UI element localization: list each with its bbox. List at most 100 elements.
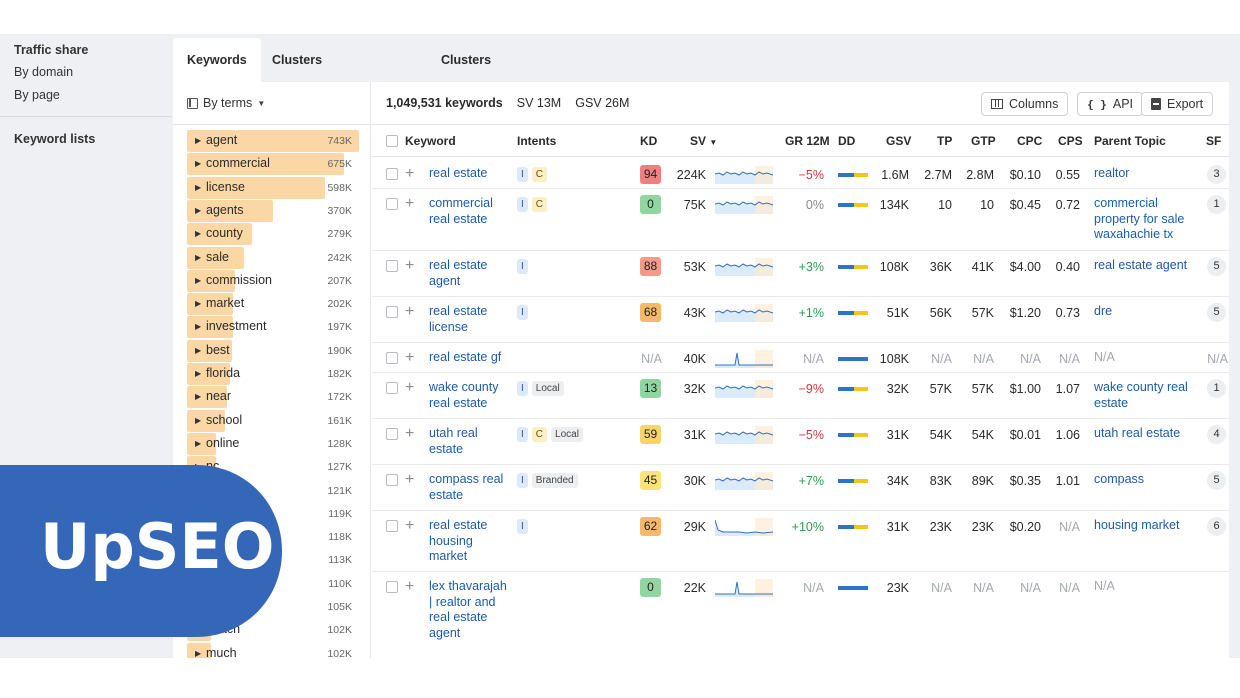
- col-intents[interactable]: Intents: [517, 134, 557, 148]
- sf-badge[interactable]: 5: [1207, 471, 1226, 490]
- col-parent-topic[interactable]: Parent Topic: [1094, 134, 1166, 148]
- row-checkbox[interactable]: [386, 581, 398, 593]
- table-row[interactable]: + real estate license I 68 43K +1% 51K 56K 57K $1…: [372, 297, 1229, 343]
- col-dd[interactable]: DD: [838, 134, 856, 148]
- keyword-link[interactable]: utah real estate: [429, 426, 478, 456]
- tab-clusters-terms[interactable]: Clusters by terms: [441, 53, 492, 155]
- select-all-checkbox[interactable]: [386, 135, 398, 147]
- sf-badge[interactable]: 5: [1207, 303, 1226, 322]
- term-item[interactable]: ▶ near 172K: [187, 386, 359, 409]
- sf-badge[interactable]: 4: [1207, 425, 1226, 444]
- add-to-list-icon[interactable]: +: [405, 165, 415, 182]
- term-item[interactable]: ▶ nc 127K: [187, 456, 359, 479]
- term-item[interactable]: ▶ jobs 105K: [187, 596, 359, 618]
- parent-topic-link[interactable]: wake county real estate: [1094, 380, 1188, 410]
- term-item[interactable]: ▶ agents 370K: [187, 199, 359, 222]
- api-button[interactable]: { } API: [1077, 92, 1144, 116]
- term-item[interactable]: ▶ agent 743K: [187, 130, 359, 152]
- parent-topic-link[interactable]: realtor: [1094, 166, 1130, 180]
- add-to-list-icon[interactable]: +: [405, 578, 415, 595]
- term-item[interactable]: ▶ best 190K: [187, 339, 359, 362]
- col-sf[interactable]: SF: [1206, 134, 1222, 148]
- add-to-list-icon[interactable]: +: [405, 303, 415, 320]
- keyword-link[interactable]: real estate license: [429, 304, 488, 334]
- keyword-link[interactable]: lex thavarajah | realtor and real estate…: [429, 579, 507, 640]
- term-item[interactable]: ▶ beach 102K: [187, 619, 359, 642]
- table-row[interactable]: + utah real estate I C Local 59 31K −5% 31K 54K 54…: [372, 419, 1229, 465]
- term-item[interactable]: ▶ florida 182K: [187, 363, 359, 385]
- col-gsv[interactable]: GSV: [886, 134, 912, 148]
- table-row[interactable]: + compass real estate I Branded 45 30K +7% 34K 8…: [372, 465, 1229, 511]
- keyword-link[interactable]: compass real estate: [429, 472, 504, 502]
- col-gr[interactable]: GR 12M: [785, 134, 830, 148]
- sf-badge[interactable]: 1: [1207, 379, 1226, 398]
- parent-topic-link[interactable]: commercial property for sale waxahachie …: [1094, 196, 1185, 241]
- add-to-list-icon[interactable]: +: [405, 349, 415, 366]
- parent-topic-link[interactable]: real estate agent: [1094, 258, 1188, 272]
- term-item[interactable]: ▶ commercial 675K: [187, 153, 359, 176]
- col-keyword[interactable]: Keyword: [405, 134, 456, 148]
- table-row[interactable]: + real estate agent I 88 53K +3% 108K 36K 41K $4.…: [372, 251, 1229, 297]
- row-checkbox[interactable]: [386, 474, 398, 486]
- keyword-link[interactable]: real estate gf: [429, 350, 502, 364]
- row-checkbox[interactable]: [386, 198, 398, 210]
- add-to-list-icon[interactable]: +: [405, 195, 415, 212]
- export-button[interactable]: Export: [1141, 92, 1214, 116]
- col-gtp[interactable]: GTP: [971, 134, 996, 148]
- table-row[interactable]: + real estate gf N/A 40K N/A 108K N/A N/A N/A N/A…: [372, 343, 1229, 373]
- sf-badge[interactable]: 5: [1207, 257, 1226, 276]
- row-checkbox[interactable]: [386, 352, 398, 364]
- term-item[interactable]: ▶ county 279K: [187, 223, 359, 246]
- columns-button[interactable]: Columns: [981, 92, 1069, 116]
- parent-topic-link[interactable]: housing market: [1094, 518, 1180, 532]
- term-item[interactable]: ▶ attorney 121K: [187, 479, 359, 502]
- row-checkbox[interactable]: [386, 428, 398, 440]
- add-to-list-icon[interactable]: +: [405, 379, 415, 396]
- table-row[interactable]: + real estate I C 94 224K −5% 1.6M 2.7M 2.8M $0.10…: [372, 159, 1229, 189]
- table-row[interactable]: + lex thavarajah | realtor and real estat…: [372, 572, 1229, 658]
- term-item[interactable]: ▶ market 202K: [187, 293, 359, 316]
- col-kd[interactable]: KD: [640, 134, 658, 148]
- sf-badge[interactable]: 6: [1207, 517, 1226, 536]
- row-checkbox[interactable]: [386, 520, 398, 532]
- keyword-link[interactable]: real estate: [429, 166, 488, 180]
- add-to-list-icon[interactable]: +: [405, 425, 415, 442]
- keyword-link[interactable]: real estate housing market: [429, 518, 488, 563]
- term-item[interactable]: ▶ license 598K: [187, 176, 359, 199]
- table-row[interactable]: + wake county real estate I Local 13 32K −9% 32…: [372, 373, 1229, 419]
- add-to-list-icon[interactable]: +: [405, 257, 415, 274]
- table-row[interactable]: + real estate housing market I 62 29K +10% 31K…: [372, 511, 1229, 572]
- parent-topic-link[interactable]: dre: [1094, 304, 1113, 318]
- table-row[interactable]: + commercial real estate I C 0 75K 0% 134K 10 10 $…: [372, 189, 1229, 251]
- col-tp[interactable]: TP: [937, 134, 953, 148]
- parent-topic-link[interactable]: compass: [1094, 472, 1145, 486]
- row-checkbox[interactable]: [386, 306, 398, 318]
- sf-badge[interactable]: 3: [1207, 165, 1226, 184]
- nav-by-page[interactable]: By page: [14, 88, 60, 102]
- add-to-list-icon[interactable]: +: [405, 517, 415, 534]
- keyword-link[interactable]: wake county real estate: [429, 380, 499, 410]
- term-item[interactable]: ▶ commission 207K: [187, 269, 359, 292]
- term-item[interactable]: ▶ online 128K: [187, 432, 359, 455]
- terms-mode-dropdown[interactable]: By terms ▼: [187, 96, 265, 110]
- nav-by-domain[interactable]: By domain: [14, 65, 74, 79]
- row-checkbox[interactable]: [386, 168, 398, 180]
- col-sv[interactable]: SV ▼: [690, 134, 717, 148]
- nav-keyword-lists[interactable]: Keyword lists: [14, 132, 96, 146]
- keyword-link[interactable]: real estate agent: [429, 258, 488, 288]
- term-item[interactable]: ▶ much 102K: [187, 642, 359, 658]
- nav-traffic-share[interactable]: Traffic share: [14, 43, 89, 57]
- col-cps[interactable]: CPS: [1058, 134, 1083, 148]
- term-item[interactable]: ▶ school 161K: [187, 409, 359, 432]
- tab-keywords[interactable]: Keywords: [173, 38, 261, 82]
- sf-badge[interactable]: 1: [1207, 195, 1226, 214]
- add-to-list-icon[interactable]: +: [405, 471, 415, 488]
- col-cpc[interactable]: CPC: [1017, 134, 1043, 148]
- parent-topic-link[interactable]: utah real estate: [1094, 426, 1181, 440]
- keyword-link[interactable]: commercial real estate: [429, 196, 493, 226]
- term-item[interactable]: ▶ sale 242K: [187, 246, 359, 269]
- row-checkbox[interactable]: [386, 382, 398, 394]
- term-item[interactable]: ▶ investment 197K: [187, 316, 359, 339]
- tab-clusters-parent-topic[interactable]: Clusters by Parent Topic: [272, 53, 323, 199]
- row-checkbox[interactable]: [386, 260, 398, 272]
